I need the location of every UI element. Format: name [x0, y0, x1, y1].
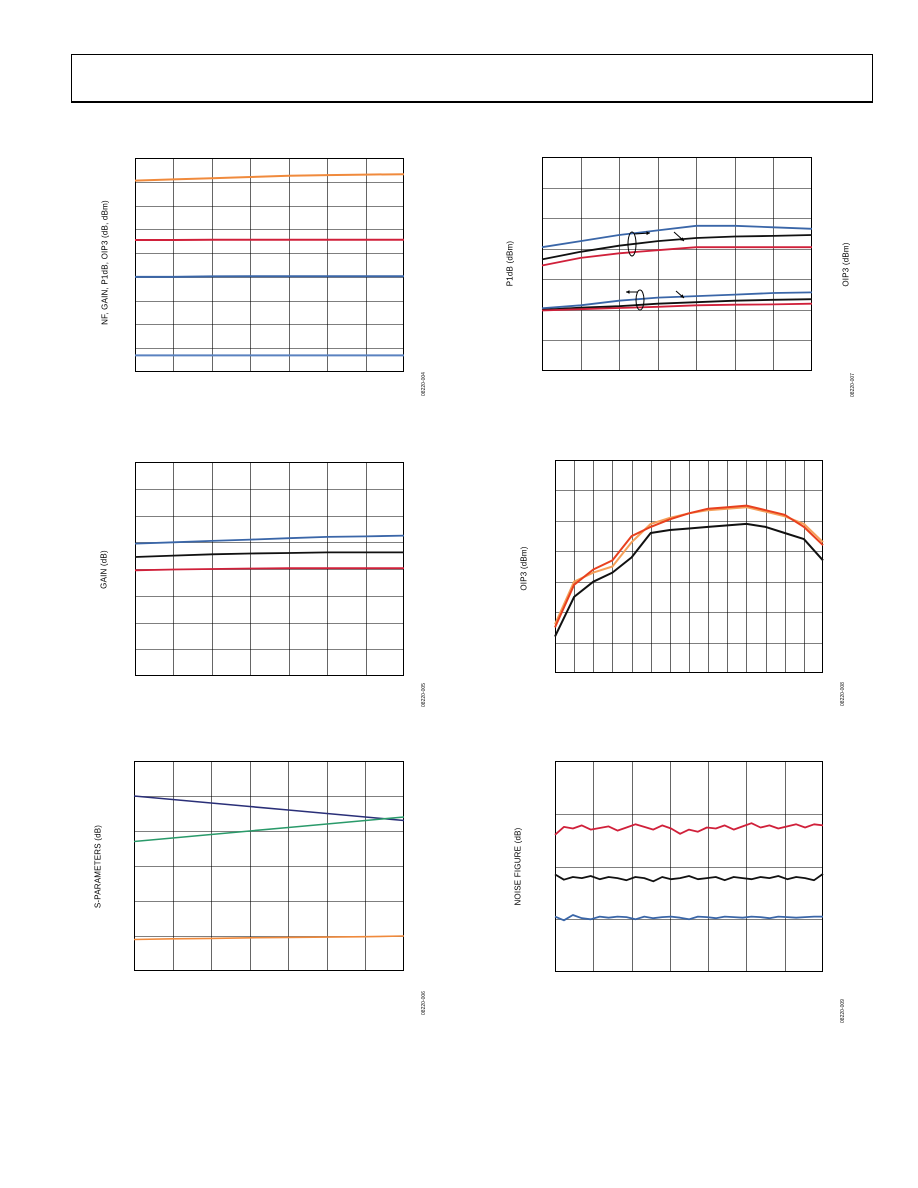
- series-line-1: [554, 506, 824, 625]
- figure-id: 08220-008: [840, 682, 846, 706]
- y-axis-label: GAIN (dB): [99, 550, 109, 589]
- series-line-1: [554, 822, 824, 836]
- plot-frame: [134, 761, 404, 971]
- y-axis-label: NF, GAIN, P1dB, OIP3 (dB, dBm): [100, 200, 110, 325]
- chart-oip3: [554, 460, 824, 673]
- y-axis-label: OIP3 (dBm): [519, 546, 529, 591]
- plot-frame: [135, 158, 404, 372]
- figure-id: 08220-006: [421, 991, 427, 1015]
- series-line-6: [541, 302, 813, 312]
- chart-svg: [554, 761, 824, 972]
- annotation-arrowhead-2: [626, 290, 630, 294]
- annotation-arrowhead-4: [680, 294, 684, 298]
- series-line-1: [541, 224, 813, 249]
- series-line-2: [133, 816, 405, 843]
- chart-nf-gain-p1db-oip3: [134, 158, 405, 372]
- annotation-arrowhead-1: [646, 231, 650, 236]
- chart-p1db-oip3: [541, 157, 813, 371]
- series-line-2: [554, 504, 824, 628]
- plot-frame: [542, 157, 812, 371]
- series-line-2: [554, 873, 824, 883]
- figure-id: 08220-009: [840, 999, 846, 1023]
- series-line-5: [541, 298, 813, 311]
- chart-svg: [554, 460, 824, 673]
- annotation-ellipse-1: [627, 231, 637, 257]
- figure-id: 08220-004: [421, 372, 427, 396]
- series-line-1: [133, 795, 405, 822]
- chart-svg: [134, 462, 405, 676]
- series-line-2: [541, 234, 813, 261]
- y-axis-label: S-PARAMETERS (dB): [93, 824, 103, 909]
- page-header-box: [71, 54, 873, 103]
- series-line-3: [554, 522, 824, 637]
- chart-svg: [541, 157, 813, 371]
- series-line-3: [554, 914, 823, 922]
- chart-noise-figure: [554, 761, 824, 972]
- series-line-3: [133, 935, 405, 941]
- chart-svg: [133, 761, 405, 971]
- series-line-4: [541, 291, 813, 310]
- y-axis-label: NOISE FIGURE (dB): [513, 827, 523, 906]
- chart-s-parameters: [133, 761, 405, 971]
- annotation-ellipse-2: [635, 289, 645, 311]
- y-axis-label: P1dB (dBm): [505, 240, 515, 287]
- plot-frame: [555, 460, 823, 673]
- series-line-3: [134, 567, 404, 572]
- y-axis-label-right: OIP3 (dBm): [841, 242, 851, 287]
- figure-id: 08220-007: [850, 373, 856, 397]
- chart-gain: [134, 462, 405, 676]
- figure-id: 08220-005: [421, 683, 427, 707]
- series-line-3: [135, 275, 404, 278]
- chart-svg: [134, 158, 405, 372]
- series-line-1: [134, 173, 405, 182]
- series-line-1: [134, 534, 405, 545]
- plot-frame: [555, 761, 823, 972]
- series-line-3: [541, 246, 812, 267]
- series-line-2: [134, 551, 404, 558]
